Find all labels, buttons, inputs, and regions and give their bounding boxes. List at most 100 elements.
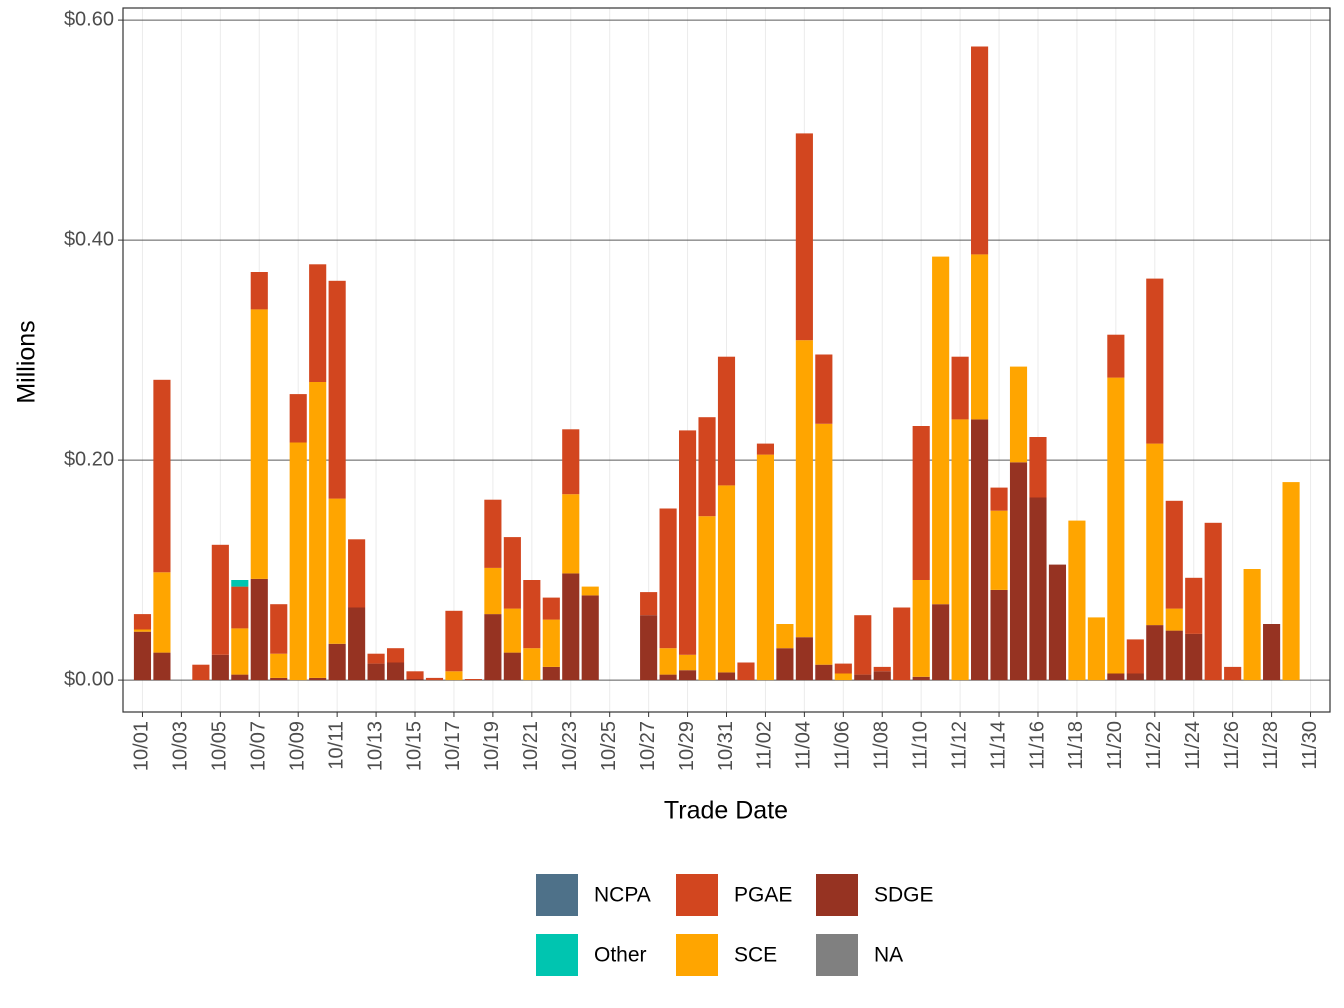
- x-tick-label: 11/26: [1221, 721, 1243, 770]
- y-tick-label: $0.60: [64, 8, 114, 30]
- bar-segment: [815, 354, 833, 424]
- bar-segment: [1282, 482, 1300, 681]
- legend-key: [536, 874, 578, 916]
- bar-segment: [1009, 462, 1028, 681]
- x-tick-label: 10/17: [442, 721, 464, 771]
- x-tick-label: 10/03: [170, 721, 192, 771]
- bar-segment: [250, 309, 268, 579]
- bar-segment: [1185, 633, 1203, 681]
- bar-segment: [153, 652, 171, 681]
- bar-segment: [971, 46, 989, 255]
- bar-segment: [756, 443, 775, 455]
- x-tick-label: 11/14: [987, 721, 1009, 770]
- bar-segment: [834, 673, 852, 681]
- bar-segment: [425, 677, 444, 681]
- bar-segment: [133, 629, 152, 632]
- bar-segment: [1146, 625, 1164, 681]
- bar-segment: [1107, 334, 1125, 378]
- bar-segment: [1107, 673, 1125, 681]
- bar-segment: [990, 589, 1008, 681]
- bar-segment: [1107, 377, 1125, 674]
- bar-segment: [192, 664, 210, 681]
- bar-segment: [328, 643, 346, 681]
- bar-segment: [737, 662, 755, 681]
- legend-label: Other: [594, 944, 647, 967]
- bar-segment: [270, 604, 288, 654]
- bar-segment: [951, 419, 969, 681]
- bar-segment: [1009, 366, 1028, 463]
- bar-segment: [678, 654, 697, 671]
- bar-segment: [815, 664, 833, 681]
- bar-segment: [153, 379, 171, 573]
- bar-segment: [309, 382, 327, 678]
- bar-segment: [328, 498, 346, 644]
- bar-segment: [932, 604, 950, 681]
- bar-segment: [873, 666, 891, 672]
- bar-segment: [834, 663, 852, 674]
- y-tick-label: $0.20: [64, 448, 114, 470]
- bar-segment: [1165, 608, 1183, 631]
- bar-segment: [328, 280, 346, 499]
- bar-segment: [1263, 624, 1281, 681]
- x-tick-label: 11/04: [793, 721, 815, 770]
- bar-segment: [717, 672, 736, 681]
- bar-segment: [776, 648, 794, 681]
- bar-segment: [795, 340, 813, 638]
- bar-segment: [542, 597, 560, 620]
- legend-label: NCPA: [594, 884, 651, 907]
- y-tick-label: $0.40: [64, 228, 114, 250]
- x-tick-label: 10/09: [286, 721, 308, 771]
- bar-segment: [503, 652, 521, 681]
- bar-segment: [971, 419, 989, 681]
- bar-segment: [153, 572, 171, 653]
- x-tick-label: 11/20: [1104, 721, 1126, 770]
- bar-segment: [659, 508, 677, 649]
- x-tick-label: 11/06: [832, 721, 854, 770]
- bar-segment: [1146, 443, 1164, 626]
- bar-segment: [1126, 639, 1144, 674]
- bar-segment: [211, 654, 229, 681]
- x-tick-label: 11/28: [1260, 721, 1282, 770]
- x-tick-label: 11/16: [1026, 721, 1048, 770]
- bar-segment: [367, 653, 385, 664]
- bar-segment: [348, 539, 366, 608]
- bar-segment: [562, 573, 580, 681]
- bar-segment: [678, 670, 697, 681]
- legend-key: [816, 874, 858, 916]
- bar-segment: [854, 674, 872, 681]
- bar-segment: [270, 677, 288, 681]
- bar-segment: [854, 615, 872, 675]
- bar-segment: [1029, 437, 1047, 498]
- bar-segment: [250, 272, 268, 310]
- bar-segment: [776, 624, 794, 649]
- bar-segment: [289, 394, 307, 443]
- bar-segment: [562, 429, 580, 495]
- x-tick-label: 10/27: [637, 721, 659, 771]
- x-tick-label: 10/01: [131, 721, 153, 771]
- x-tick-label: 11/10: [909, 721, 931, 770]
- x-tick-label: 10/05: [209, 721, 231, 771]
- x-tick-label: 10/25: [598, 721, 620, 771]
- bar-segment: [990, 510, 1008, 590]
- x-tick-label: 11/18: [1065, 721, 1087, 770]
- bar-segment: [562, 494, 580, 574]
- bar-segment: [951, 356, 969, 420]
- bar-segment: [542, 619, 560, 667]
- legend-label: SCE: [734, 944, 777, 967]
- bar-segment: [717, 485, 736, 673]
- x-tick-label: 10/21: [520, 721, 542, 771]
- bar-segment: [503, 608, 521, 653]
- legend-key: [816, 934, 858, 976]
- bar-segment: [231, 580, 249, 587]
- bar-segment: [678, 430, 697, 655]
- bar-segment: [932, 256, 950, 605]
- y-tick-label: $0.00: [64, 668, 114, 690]
- bar-segment: [464, 679, 482, 681]
- bar-segment: [1146, 278, 1164, 444]
- bar-segment: [250, 578, 268, 681]
- bar-segment: [523, 580, 541, 649]
- bar-segment: [309, 264, 327, 382]
- legend-key: [536, 934, 578, 976]
- bar-segment: [231, 586, 249, 629]
